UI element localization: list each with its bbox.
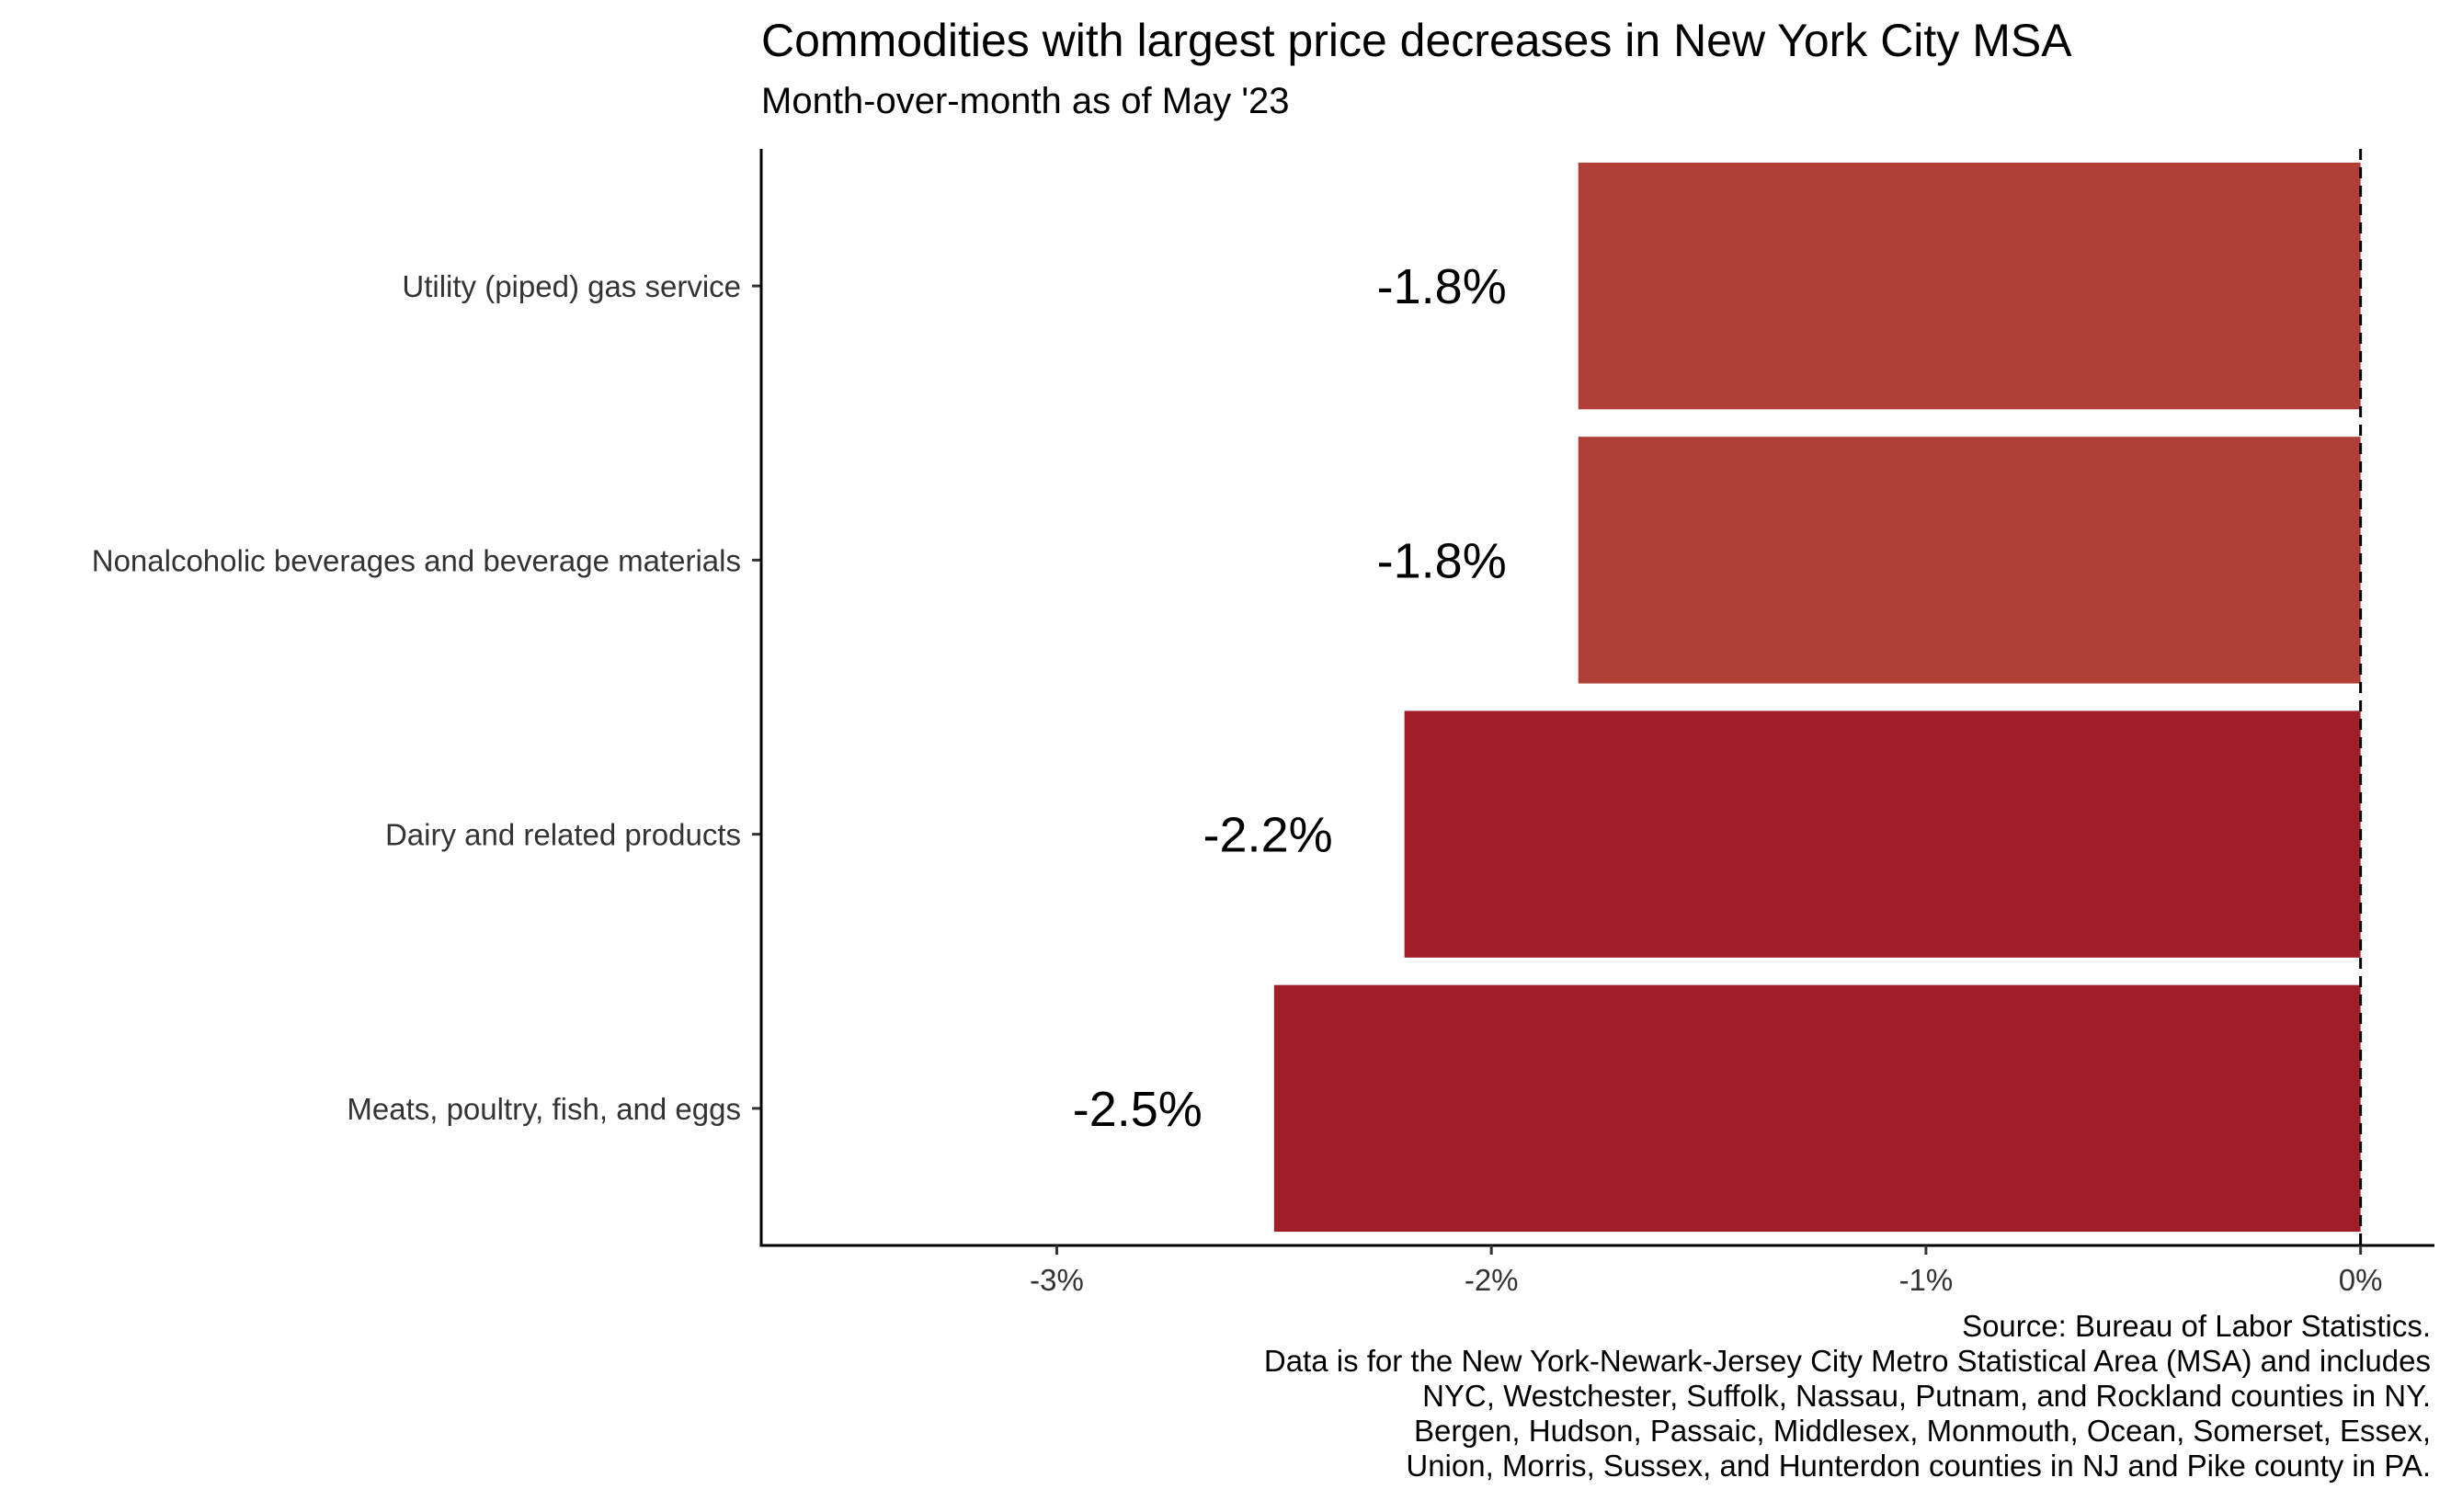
category-label: Dairy and related products (385, 818, 741, 852)
data-labels-layer: -1.8% -1.8% -2.2% -2.5% (1073, 259, 1507, 1137)
chart-title: Commodities with largest price decreases… (761, 15, 2072, 66)
axes-layer: Utility (piped) gas service Nonalcoholic … (92, 149, 2434, 1297)
data-label: -2.2% (1203, 808, 1333, 863)
category-label: Utility (piped) gas service (402, 269, 741, 303)
caption-line: Union, Morris, Sussex, and Hunterdon cou… (1406, 1449, 2431, 1483)
bar (1578, 437, 2361, 684)
x-tick-label: -1% (1899, 1263, 1954, 1297)
bar (1578, 162, 2361, 410)
chart-caption: Source: Bureau of Labor Statistics. Data… (1264, 1309, 2431, 1484)
data-label: -2.5% (1073, 1082, 1203, 1137)
caption-line: Bergen, Hudson, Passaic, Middlesex, Monm… (1413, 1414, 2431, 1448)
data-label: -1.8% (1377, 533, 1507, 588)
chart-subtitle: Month-over-month as of May '23 (761, 81, 1290, 121)
x-tick-label: -3% (1030, 1263, 1084, 1297)
caption-line: Data is for the New York-Newark-Jersey C… (1263, 1344, 2431, 1378)
x-tick-label: 0% (2339, 1263, 2383, 1297)
data-label: -1.8% (1377, 259, 1507, 314)
bars-layer (1273, 162, 2361, 1233)
caption-line: Source: Bureau of Labor Statistics. (1962, 1309, 2431, 1343)
bar (1404, 711, 2361, 958)
x-tick-label: -2% (1465, 1263, 1519, 1297)
caption-line: NYC, Westchester, Suffolk, Nassau, Putna… (1422, 1379, 2431, 1413)
category-label: Meats, poultry, fish, and eggs (347, 1092, 741, 1126)
bar (1273, 984, 2361, 1233)
category-label: Nonalcoholic beverages and beverage mate… (92, 543, 741, 577)
